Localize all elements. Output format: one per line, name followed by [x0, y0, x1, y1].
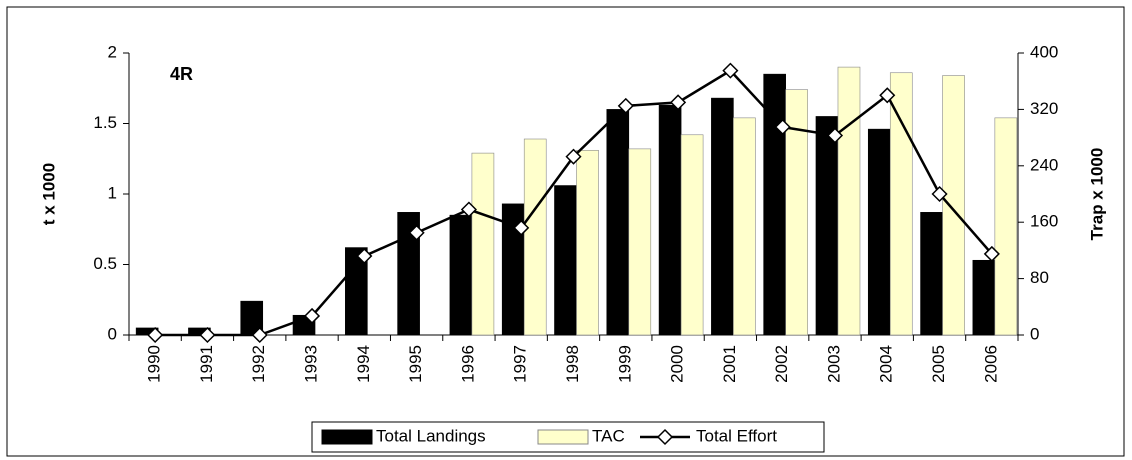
line-marker: [408, 224, 425, 241]
y2-tick-label: 400: [1030, 42, 1058, 61]
bar: [733, 117, 756, 336]
line-marker: [251, 326, 268, 344]
line-marker: [983, 245, 1000, 262]
x-tick-label: 2001: [720, 345, 739, 383]
y2-tick-label: 80: [1030, 268, 1049, 287]
legend-marker: [656, 428, 674, 446]
bar: [471, 152, 495, 336]
y-tick-label: 2: [108, 42, 117, 61]
bar: [815, 116, 839, 336]
bar: [785, 89, 808, 336]
x-tick-label: 2003: [824, 345, 843, 383]
legend-label: Total Effort: [696, 426, 777, 445]
y-tick-label: 1: [108, 183, 117, 202]
line-marker: [879, 87, 896, 104]
legend-swatch: [321, 429, 373, 445]
line-marker: [826, 127, 844, 144]
line-marker: [931, 185, 948, 203]
y-tick-label: 0.5: [93, 254, 117, 273]
bar: [345, 247, 368, 336]
bar: [711, 97, 734, 336]
x-tick-label: 2006: [981, 345, 1000, 383]
y2-axis-label: Trap x 1000: [1087, 148, 1106, 241]
annotation: 4R: [170, 64, 193, 84]
x-tick-label: 1999: [615, 345, 634, 383]
x-tick-label: 2005: [929, 345, 948, 383]
x-tick-label: 2000: [668, 345, 687, 383]
x-tick-label: 1996: [458, 345, 477, 383]
bar: [972, 259, 996, 336]
bar: [942, 75, 965, 336]
x-tick-label: 1994: [354, 345, 373, 383]
line-marker: [199, 326, 216, 344]
x-tick-label: 1995: [406, 345, 425, 383]
bar: [680, 134, 704, 336]
x-tick-label: 1991: [197, 345, 216, 383]
x-tick-label: 2004: [877, 345, 896, 383]
bar: [763, 73, 786, 336]
bar: [523, 138, 547, 336]
x-tick-label: 1993: [302, 345, 321, 383]
bar: [606, 109, 630, 336]
line-marker: [147, 326, 164, 344]
bar: [994, 117, 1018, 336]
legend-label: Total Landings: [376, 426, 486, 445]
legend-swatch: [537, 429, 589, 445]
y-tick-label: 1.5: [93, 113, 117, 132]
bar: [449, 214, 473, 336]
y2-tick-label: 320: [1030, 99, 1058, 118]
y-tick-label: 0: [108, 324, 117, 343]
bar: [920, 212, 943, 336]
y2-tick-label: 160: [1030, 212, 1058, 231]
line-marker: [303, 307, 321, 325]
bar: [554, 185, 577, 336]
legend-label: TAC: [592, 426, 625, 445]
bar: [658, 104, 682, 336]
bar: [628, 148, 652, 336]
bar: [397, 212, 420, 336]
x-tick-label: 1997: [511, 345, 530, 383]
y2-tick-label: 0: [1030, 324, 1039, 343]
line-marker: [513, 219, 530, 236]
bar: [576, 149, 599, 336]
x-tick-label: 2002: [772, 345, 791, 383]
line-marker: [460, 201, 477, 218]
bar: [837, 66, 861, 336]
x-tick-label: 1998: [563, 345, 582, 383]
x-tick-label: 1992: [249, 345, 268, 383]
y2-tick-label: 240: [1030, 155, 1058, 174]
line-marker: [356, 247, 373, 265]
line-marker: [670, 94, 687, 111]
bar: [867, 128, 891, 336]
y-axis-label: t x 1000: [39, 163, 58, 225]
line-marker: [565, 148, 582, 165]
line-marker: [722, 62, 739, 79]
line-marker: [774, 118, 791, 136]
x-tick-label: 1990: [145, 345, 164, 383]
bar: [889, 72, 913, 336]
line-marker: [617, 97, 634, 114]
